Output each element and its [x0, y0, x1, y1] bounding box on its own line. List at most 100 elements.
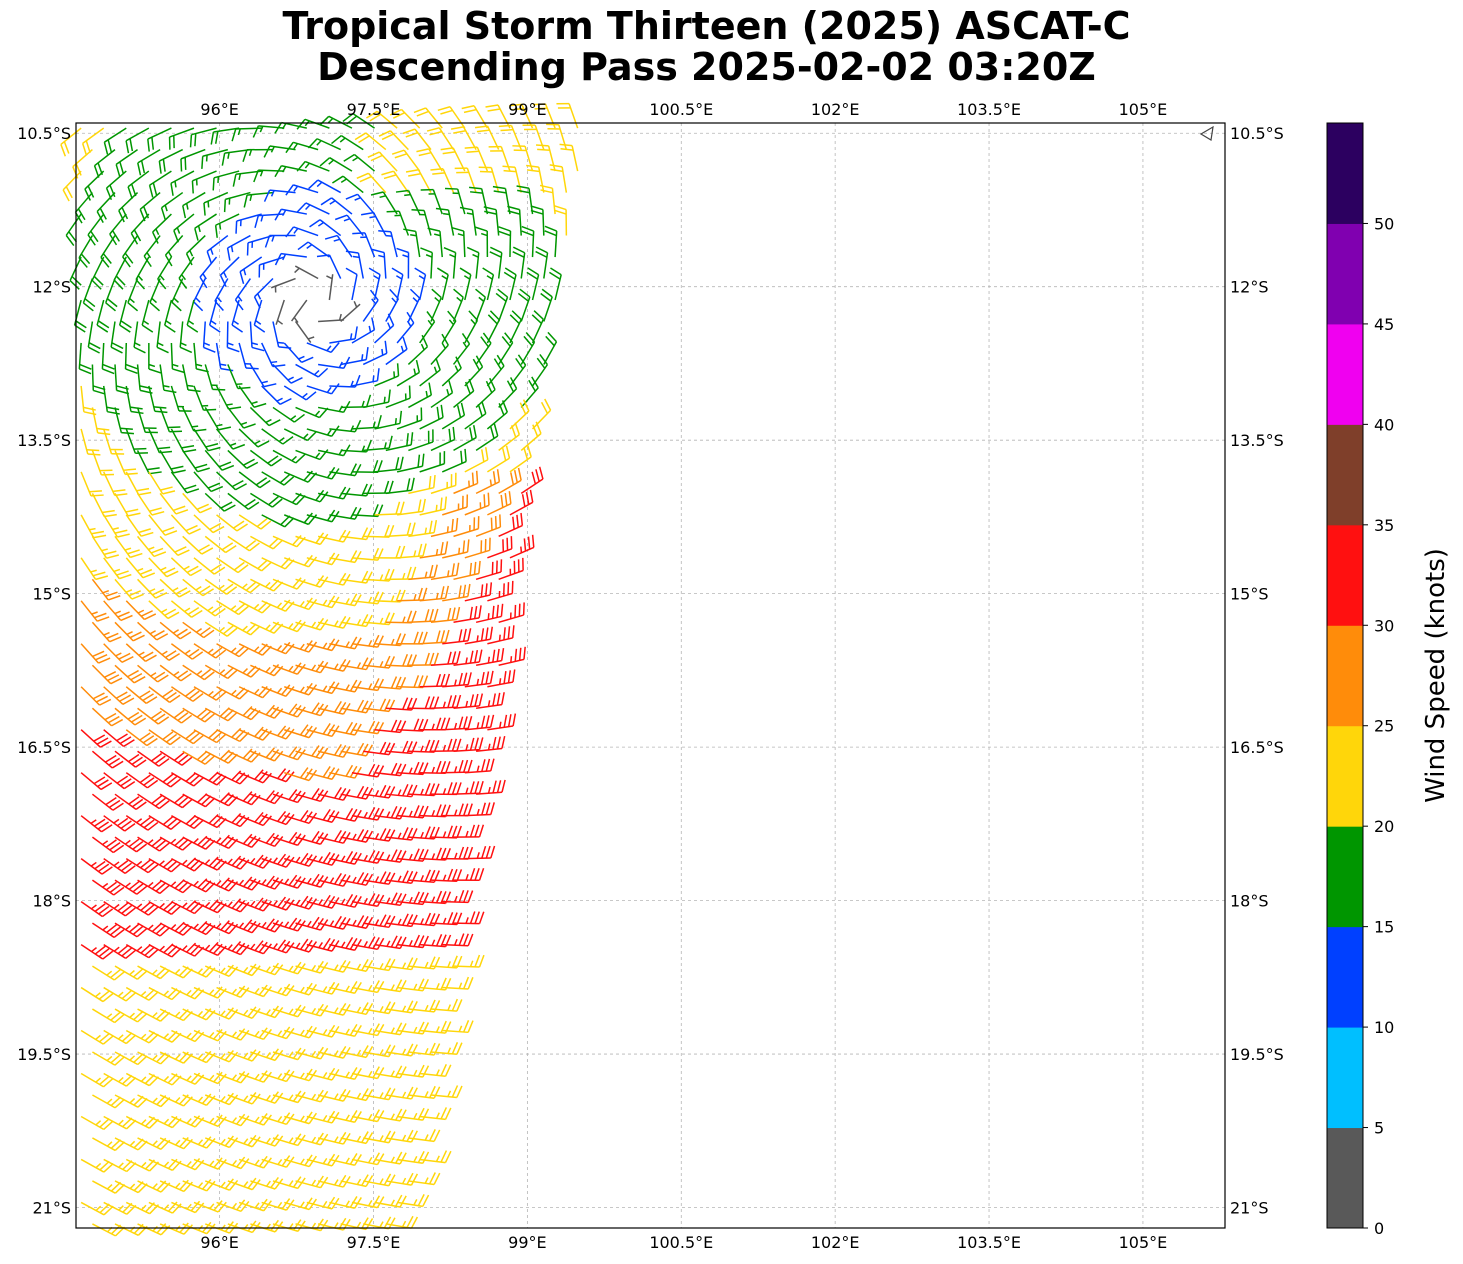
- wind-barb: [419, 804, 451, 818]
- wind-barb: [215, 342, 234, 372]
- wind-barb: [189, 127, 217, 148]
- wind-barb: [227, 833, 261, 848]
- wind-barb: [110, 321, 124, 354]
- wind-barb: [329, 463, 362, 477]
- wind-barb: [430, 825, 462, 839]
- wind-barb: [193, 1114, 227, 1128]
- wind-barb: [171, 857, 205, 872]
- wind-barb: [125, 686, 158, 705]
- wind-barb: [374, 410, 403, 430]
- wind-barb: [216, 812, 250, 828]
- wind-barb: [136, 407, 158, 434]
- wind-barb: [148, 729, 181, 746]
- wind-barb: [223, 191, 251, 213]
- lat-tick-label-right: 16.5°S: [1230, 738, 1284, 757]
- lat-tick-label-right: 21°S: [1230, 1199, 1269, 1218]
- wind-barb: [125, 1029, 159, 1044]
- wind-barb: [182, 578, 214, 597]
- wind-barb: [103, 557, 132, 580]
- wind-barb: [78, 342, 92, 375]
- wind-barb: [363, 871, 396, 885]
- wind-barb: [261, 983, 295, 997]
- colorbar-bin: [1327, 725, 1363, 827]
- wind-barb: [263, 189, 296, 202]
- wind-barb: [193, 941, 227, 957]
- wind-barb: [261, 853, 295, 868]
- wind-barb: [193, 1200, 227, 1213]
- wind-barb: [249, 321, 265, 352]
- wind-barb: [419, 451, 446, 473]
- wind-barb: [216, 898, 250, 913]
- wind-barb: [549, 267, 562, 301]
- wind-barb: [363, 1001, 396, 1015]
- wind-barb: [487, 580, 514, 602]
- wind-barb: [91, 707, 124, 727]
- wind-barb: [216, 1113, 250, 1127]
- wind-barb: [345, 250, 364, 279]
- wind-barb: [396, 311, 415, 344]
- colorbar-bin: [1327, 826, 1363, 928]
- wind-barb: [193, 686, 227, 701]
- wind-barb: [283, 428, 317, 442]
- wind-barb: [234, 278, 252, 311]
- wind-barb: [430, 1042, 463, 1056]
- wind-barb: [531, 398, 552, 430]
- wind-barb: [125, 900, 159, 916]
- wind-barb: [411, 209, 432, 236]
- wind-barb: [487, 669, 516, 688]
- wind-barb: [191, 170, 217, 194]
- wind-barb: [114, 621, 145, 642]
- wind-barb: [374, 1194, 407, 1208]
- wind-barb: [351, 980, 385, 994]
- wind-barb: [238, 600, 272, 614]
- colorbar-bin: [1327, 424, 1363, 526]
- wind-barb: [125, 815, 159, 831]
- wind-barb: [442, 976, 474, 990]
- wind-barb: [453, 560, 481, 581]
- colorbar-tick-label: 20: [1374, 817, 1394, 836]
- wind-barb: [136, 450, 162, 475]
- wind-barb: [185, 235, 206, 266]
- wind-barb: [91, 578, 121, 601]
- wind-barb: [408, 783, 440, 797]
- wind-barb: [80, 815, 113, 833]
- wind-barb: [408, 696, 440, 710]
- wind-barb: [397, 587, 428, 602]
- wind-barb: [419, 541, 449, 559]
- wind-barb: [204, 792, 239, 807]
- wind-barb: [374, 545, 406, 559]
- wind-barb: [386, 210, 410, 236]
- wind-barb: [227, 876, 261, 891]
- wind-barb: [171, 278, 184, 312]
- map-frame: [75, 122, 1226, 1229]
- wind-barb: [122, 235, 139, 268]
- wind-barb: [440, 147, 466, 172]
- wind-barb: [125, 385, 144, 415]
- colorbar-label: Wind Speed (knots): [1421, 548, 1451, 803]
- colorbar-tick-label: 10: [1374, 1018, 1394, 1037]
- wind-barb: [182, 664, 215, 681]
- wind-barb: [402, 128, 432, 151]
- wind-barb: [180, 148, 206, 172]
- wind-barb: [385, 1043, 418, 1057]
- wind-barb: [148, 943, 182, 958]
- wind-barb: [553, 204, 568, 236]
- wind-barb: [253, 299, 266, 333]
- wind-barb: [253, 277, 274, 309]
- wind-barb: [374, 589, 406, 603]
- wind-barb: [414, 267, 427, 301]
- wind-barb: [559, 143, 579, 172]
- wind-barb: [125, 986, 159, 1001]
- wind-barb: [351, 368, 380, 387]
- wind-barb: [397, 1064, 430, 1078]
- wind-barb: [345, 193, 376, 215]
- wind-barb: [125, 858, 159, 874]
- wind-barb: [374, 1108, 407, 1122]
- wind-barb: [363, 480, 394, 495]
- colorbar-tick-label: 25: [1374, 717, 1394, 736]
- wind-barb: [137, 750, 170, 767]
- wind-barb: [295, 575, 329, 588]
- wind-barb: [363, 1130, 396, 1144]
- wind-barb: [295, 617, 329, 631]
- wind-barb: [329, 850, 362, 865]
